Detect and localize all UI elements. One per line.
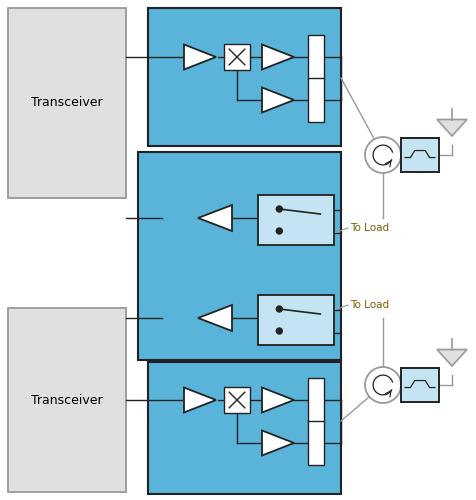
Bar	[224, 387, 250, 413]
Bar	[308, 35, 324, 79]
Bar	[148, 8, 341, 146]
Polygon shape	[262, 44, 294, 70]
Bar	[224, 44, 250, 70]
Bar	[258, 195, 334, 245]
Polygon shape	[198, 205, 232, 231]
Polygon shape	[184, 388, 216, 412]
Bar	[138, 152, 341, 360]
Polygon shape	[184, 44, 216, 70]
Circle shape	[276, 328, 282, 334]
Bar	[8, 308, 126, 492]
Polygon shape	[437, 350, 467, 366]
Circle shape	[276, 228, 282, 234]
Bar	[258, 295, 334, 345]
Circle shape	[276, 306, 282, 312]
Polygon shape	[437, 120, 467, 136]
Bar	[308, 378, 324, 422]
Polygon shape	[198, 305, 232, 331]
Bar	[401, 138, 439, 172]
Bar	[8, 8, 126, 198]
Text: Transceiver: Transceiver	[31, 394, 103, 406]
Polygon shape	[262, 88, 294, 112]
Circle shape	[276, 206, 282, 212]
Polygon shape	[262, 388, 294, 412]
Polygon shape	[262, 430, 294, 456]
Bar	[308, 421, 324, 465]
Bar	[308, 78, 324, 122]
Text: To Load: To Load	[350, 223, 389, 233]
Text: Transceiver: Transceiver	[31, 96, 103, 110]
Bar	[401, 368, 439, 402]
Text: To Load: To Load	[350, 300, 389, 310]
Circle shape	[365, 137, 401, 173]
Bar	[148, 362, 341, 494]
Circle shape	[365, 367, 401, 403]
